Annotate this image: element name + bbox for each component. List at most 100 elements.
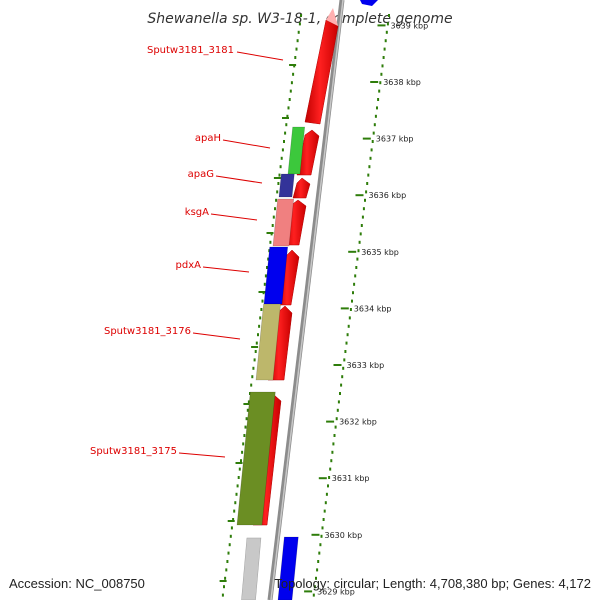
ring-dot bbox=[371, 140, 374, 143]
ring-dot bbox=[271, 224, 274, 227]
ring-dot bbox=[228, 543, 231, 547]
forward-strand-cds bbox=[241, 0, 378, 600]
ring-dot bbox=[374, 114, 377, 118]
ring-dot bbox=[366, 182, 369, 185]
ring-dot bbox=[358, 240, 361, 244]
ring-dot bbox=[320, 534, 323, 538]
ring-dot bbox=[269, 240, 272, 244]
ring-dot bbox=[370, 148, 373, 152]
ring-dot bbox=[230, 526, 233, 530]
accession-info: Accession: NC_008750 bbox=[9, 576, 145, 591]
kbp-label: 3636 kbp bbox=[369, 191, 407, 200]
ring-dot bbox=[331, 450, 334, 454]
label-leader-line bbox=[236, 51, 284, 61]
ring-dot bbox=[250, 383, 253, 387]
ring-dot bbox=[339, 392, 341, 395]
topology-label: Topology: bbox=[274, 576, 330, 591]
gene-block[interactable] bbox=[263, 246, 289, 305]
label-leader-line bbox=[210, 213, 258, 221]
gene-label[interactable]: Sputw3181_3176 bbox=[104, 326, 191, 337]
ring-dot bbox=[316, 568, 319, 572]
ring-dot bbox=[345, 341, 348, 345]
cds-arrow[interactable] bbox=[326, 8, 338, 26]
ring-dot bbox=[325, 492, 328, 496]
ring-dot bbox=[315, 576, 317, 580]
gene-label[interactable]: Sputw3181_3181 bbox=[147, 45, 234, 56]
ring-dot bbox=[246, 408, 249, 412]
ring-dot bbox=[322, 518, 325, 521]
ring-dot bbox=[283, 140, 285, 143]
kbp-label: 3635 kbp bbox=[361, 248, 399, 257]
ring-dot bbox=[261, 299, 264, 303]
ring-dot bbox=[259, 316, 262, 320]
accession-value: NC_008750 bbox=[75, 576, 145, 591]
gene-label[interactable]: ksgA bbox=[185, 207, 209, 218]
gene-label[interactable]: apaH bbox=[195, 133, 221, 144]
title-group: Shewanella sp. W3-18-1, complete genome bbox=[147, 11, 452, 27]
gene-label[interactable]: apaG bbox=[188, 169, 214, 180]
gene-block[interactable] bbox=[272, 198, 295, 247]
ring-dot bbox=[276, 190, 279, 194]
gene-label[interactable]: Sputw3181_3175 bbox=[90, 446, 177, 457]
ring-dot bbox=[274, 207, 276, 211]
ring-dot bbox=[287, 106, 290, 110]
ring-dot bbox=[343, 358, 346, 362]
gene-block[interactable] bbox=[277, 536, 299, 600]
gene-block[interactable] bbox=[287, 126, 306, 175]
label-leader-line bbox=[178, 452, 226, 458]
ring-dot bbox=[241, 450, 244, 454]
ring-dot bbox=[272, 215, 275, 219]
ring-dot bbox=[257, 333, 259, 337]
ring-dot bbox=[292, 72, 295, 76]
ring-dot bbox=[221, 593, 224, 597]
ring-dot bbox=[336, 408, 339, 412]
gene-label[interactable]: pdxA bbox=[176, 260, 202, 271]
ring-dot bbox=[373, 123, 376, 127]
ring-dot bbox=[296, 39, 299, 43]
cds-arrow-blue[interactable] bbox=[360, 0, 378, 6]
ring-dot bbox=[255, 341, 258, 345]
ring-dot bbox=[313, 585, 316, 589]
ring-dot bbox=[359, 232, 362, 236]
ring-dot bbox=[294, 56, 297, 59]
ring-dot bbox=[279, 165, 282, 169]
cds-arrow[interactable] bbox=[292, 177, 311, 199]
ring-dot bbox=[236, 484, 239, 488]
ring-dot bbox=[335, 417, 338, 421]
length-label: Length: bbox=[382, 576, 427, 591]
ring-dot bbox=[251, 375, 254, 379]
ring-dot bbox=[328, 476, 331, 479]
ring-dot bbox=[369, 156, 372, 160]
map-title: Shewanella sp. W3-18-1, complete genome bbox=[147, 11, 452, 27]
ring-dot bbox=[376, 106, 378, 110]
ring-dot bbox=[372, 131, 375, 135]
kbp-scale: 3639 kbp 3638 kbp 3637 kbp 3636 kbp 3635 kbp… bbox=[304, 21, 428, 596]
gene-block[interactable] bbox=[255, 303, 281, 381]
label-leader-line bbox=[192, 332, 241, 340]
ring-dot bbox=[243, 434, 246, 437]
gene-block[interactable] bbox=[236, 391, 276, 526]
gene-labels: Sputw3181_3181 apaH apaG ksgA pdxA Sputw3181_… bbox=[90, 45, 284, 458]
gene-block[interactable] bbox=[278, 173, 295, 198]
ring-dot bbox=[233, 509, 236, 513]
ring-dot bbox=[348, 316, 351, 320]
ring-dot bbox=[319, 543, 322, 547]
cds-arrow[interactable] bbox=[296, 129, 320, 176]
ring-dot bbox=[382, 56, 385, 59]
ring-dot bbox=[295, 47, 298, 51]
ring-dot bbox=[288, 98, 291, 101]
ring-dot bbox=[362, 207, 365, 211]
cds-gray[interactable] bbox=[241, 537, 262, 600]
kbp-label: 3633 kbp bbox=[347, 361, 385, 370]
ring-dot bbox=[247, 400, 250, 404]
ring-dot bbox=[381, 64, 384, 68]
ring-dot bbox=[318, 551, 321, 555]
ring-dot bbox=[232, 518, 235, 521]
ring-dot bbox=[237, 476, 240, 479]
ring-dot bbox=[253, 358, 256, 362]
ring-dot bbox=[342, 366, 345, 370]
ring-dot bbox=[245, 417, 248, 421]
ring-dot bbox=[275, 198, 278, 202]
ring-dot bbox=[285, 123, 288, 127]
